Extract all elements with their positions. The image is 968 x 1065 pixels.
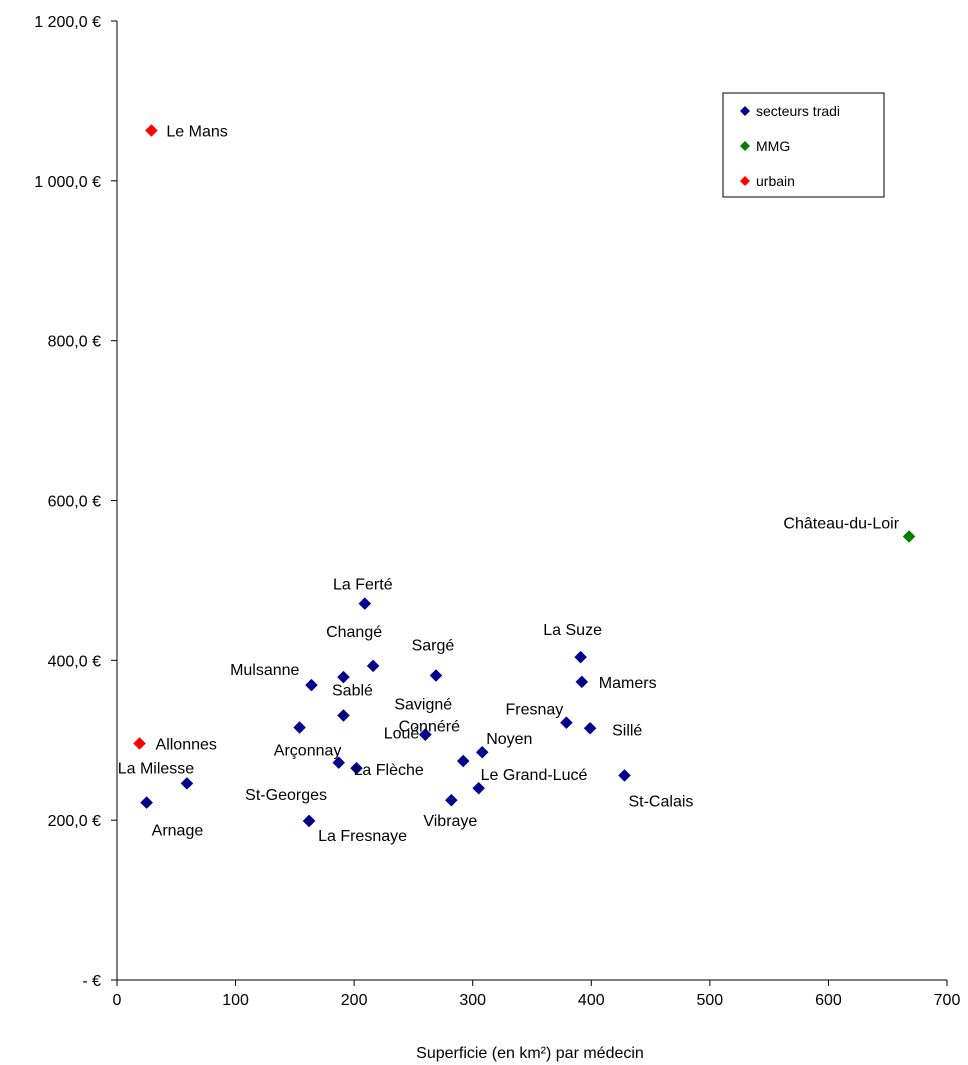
y-tick-label: 200,0 € [48,813,101,830]
y-tick-label: - € [82,973,101,990]
legend-marker [740,106,750,116]
data-point [133,737,146,750]
x-tick-label: 600 [815,992,842,1009]
point-label: La Milesse [118,760,195,777]
y-tick-label: 1 000,0 € [34,174,101,191]
x-tick-label: 0 [113,992,122,1009]
data-point [475,745,489,759]
data-point [429,669,443,682]
data-point [350,761,363,775]
data-point [472,781,485,795]
data-point [337,709,350,722]
point-label: Allonnes [156,736,217,753]
point-label: Noyen [486,731,532,748]
y-tick-label: 1 200,0 € [34,14,101,31]
data-point [358,597,372,610]
point-label: St-Calais [628,793,693,810]
data-point [302,814,316,828]
x-axis-ticks: 0 100 200 300 400 500 600 700 [113,980,961,1009]
point-label: Savigné [394,697,452,714]
legend-marker [740,176,750,186]
y-axis-ticks: - € 200,0 € 400,0 € 600,0 € 800,0 € 1 000,0 €… [34,14,117,990]
legend-box [722,92,885,198]
x-tick-label: 100 [222,992,249,1009]
data-point [583,721,597,735]
data-point [574,650,587,664]
x-axis-title: Superficie (en km²) par médecin [416,1045,644,1062]
point-label: La Suze [543,622,602,639]
x-tick-label: 400 [578,992,605,1009]
point-labels: La Ferté Changé Sargé Mulsanne Sablé Savigné C… [118,123,900,844]
data-point [445,793,458,807]
point-label: Mamers [599,675,657,692]
x-tick-label: 300 [459,992,486,1009]
point-label: Arnage [152,823,204,840]
point-label: Mulsanne [230,662,299,679]
data-point [418,728,432,742]
data-point [575,675,589,689]
data-point [456,754,470,768]
data-points [133,124,916,828]
y-tick-label: 600,0 € [48,494,101,511]
x-tick-label: 500 [697,992,724,1009]
y-tick-label: 400,0 € [48,653,101,670]
point-label: Changé [326,624,382,641]
legend-entry: MMG [756,138,790,154]
x-tick-label: 200 [341,992,368,1009]
legend: secteurs tradi MMG urbain [722,92,885,198]
point-label: Arçonnay [274,742,342,759]
point-label: Sablé [332,682,373,699]
point-label: Le Mans [166,123,227,140]
point-label: Fresnay [505,702,563,719]
legend-marker [740,141,750,151]
y-tick-label: 800,0 € [48,334,101,351]
data-point [180,777,194,790]
data-point [305,678,318,692]
point-label: Le Grand-Lucé [481,767,588,784]
data-point [337,670,350,684]
data-point [332,756,346,769]
point-label: Connéré [399,719,460,736]
point-label: St-Georges [245,787,327,804]
legend-entry: secteurs tradi [756,103,840,119]
point-label: La Flèche [354,762,424,779]
x-tick-label: 700 [934,992,961,1009]
point-label: Sillé [612,722,642,739]
data-point [145,124,158,137]
data-point [902,530,916,543]
point-label: Loué [384,726,420,743]
point-label: Vibraye [423,813,477,830]
data-point [293,721,306,734]
legend-entry: urbain [756,173,795,189]
data-point [560,716,573,730]
point-label: La Fresnaye [318,828,407,845]
point-label: Sargé [412,638,455,655]
point-label: La Ferté [333,577,393,594]
data-point [366,659,380,673]
data-point [618,769,631,782]
data-point [140,796,153,809]
point-label: Château-du-Loir [783,515,899,532]
